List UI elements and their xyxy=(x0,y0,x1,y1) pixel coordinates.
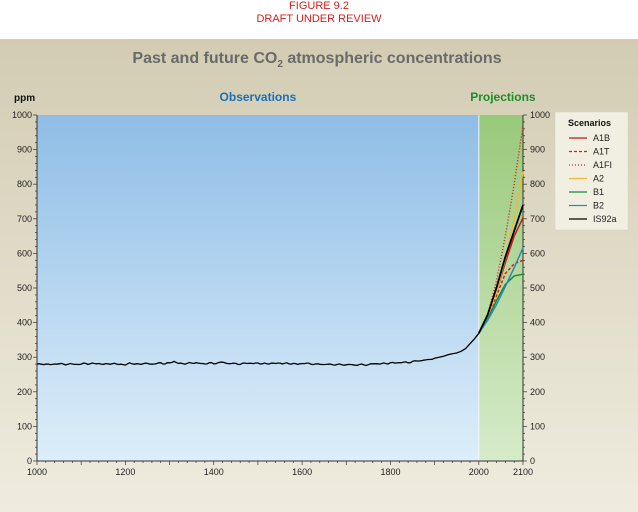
y-tick-label-right: 800 xyxy=(530,179,545,189)
draft-status: DRAFT UNDER REVIEW xyxy=(256,13,382,25)
y-tick-label-right: 900 xyxy=(530,145,545,155)
legend-title: Scenarios xyxy=(568,118,611,128)
figure-number: FIGURE 9.2 xyxy=(289,0,349,12)
x-tick-label: 2000 xyxy=(469,467,489,477)
y-tick-label-left: 1000 xyxy=(12,110,32,120)
legend-label-a1t: A1T xyxy=(593,147,610,157)
observations-label: Observations xyxy=(220,90,297,104)
axes: 0 0 100 100 200 200 300 300 400 400 500 500 600 600 70… xyxy=(12,110,550,477)
y-tick-label-left: 600 xyxy=(17,248,32,258)
y-tick-label-left: 900 xyxy=(17,145,32,155)
legend-label-b2: B2 xyxy=(593,201,604,211)
y-tick-label-left: 200 xyxy=(17,387,32,397)
x-tick-label: 1600 xyxy=(292,467,312,477)
y-tick-label-right: 500 xyxy=(530,283,545,293)
y-tick-label-right: 1000 xyxy=(530,110,550,120)
y-tick-label-right: 0 xyxy=(530,456,535,466)
y-axis-unit: ppm xyxy=(14,93,35,104)
series-line-b2 xyxy=(478,247,524,334)
projections-label: Projections xyxy=(470,90,536,104)
series-line-is92a xyxy=(477,204,524,334)
co2-chart: Past and future CO2 atmospheric concentr… xyxy=(0,39,638,512)
legend-label-b1: B1 xyxy=(593,187,604,197)
y-tick-label-left: 400 xyxy=(17,318,32,328)
x-tick-label: 1200 xyxy=(115,467,135,477)
observations-line xyxy=(36,332,480,367)
legend: Scenarios A1B A1T A1FI A2 B1 B2 IS92a xyxy=(554,111,629,231)
y-tick-label-right: 200 xyxy=(530,387,545,397)
y-tick-label-left: 700 xyxy=(17,214,32,224)
y-tick-label-left: 500 xyxy=(17,283,32,293)
legend-box xyxy=(554,111,629,231)
y-tick-label-right: 100 xyxy=(530,421,545,431)
x-tick-label: 2100 xyxy=(513,467,533,477)
x-tick-label: 1800 xyxy=(380,467,400,477)
scenario-series xyxy=(477,125,524,334)
y-tick-label-left: 0 xyxy=(27,456,32,466)
y-tick-label-left: 300 xyxy=(17,352,32,362)
series-line-a1fi xyxy=(478,125,524,334)
y-tick-label-left: 800 xyxy=(17,179,32,189)
chart-title: Past and future CO2 atmospheric concentr… xyxy=(132,50,501,70)
y-tick-label-right: 600 xyxy=(530,248,545,258)
y-tick-label-right: 400 xyxy=(530,318,545,328)
observations-series xyxy=(36,332,480,367)
y-tick-label-right: 300 xyxy=(530,352,545,362)
chart-panel: Past and future CO2 atmospheric concentr… xyxy=(0,39,638,512)
x-tick-label: 1000 xyxy=(27,467,47,477)
x-tick-label: 1400 xyxy=(204,467,224,477)
legend-label-a2: A2 xyxy=(593,174,604,184)
legend-label-a1fi: A1FI xyxy=(593,160,612,170)
legend-label-is92a: IS92a xyxy=(593,214,617,224)
legend-label-a1b: A1B xyxy=(593,133,610,143)
y-tick-label-left: 100 xyxy=(17,421,32,431)
y-tick-label-right: 700 xyxy=(530,214,545,224)
observations-region xyxy=(37,115,479,461)
